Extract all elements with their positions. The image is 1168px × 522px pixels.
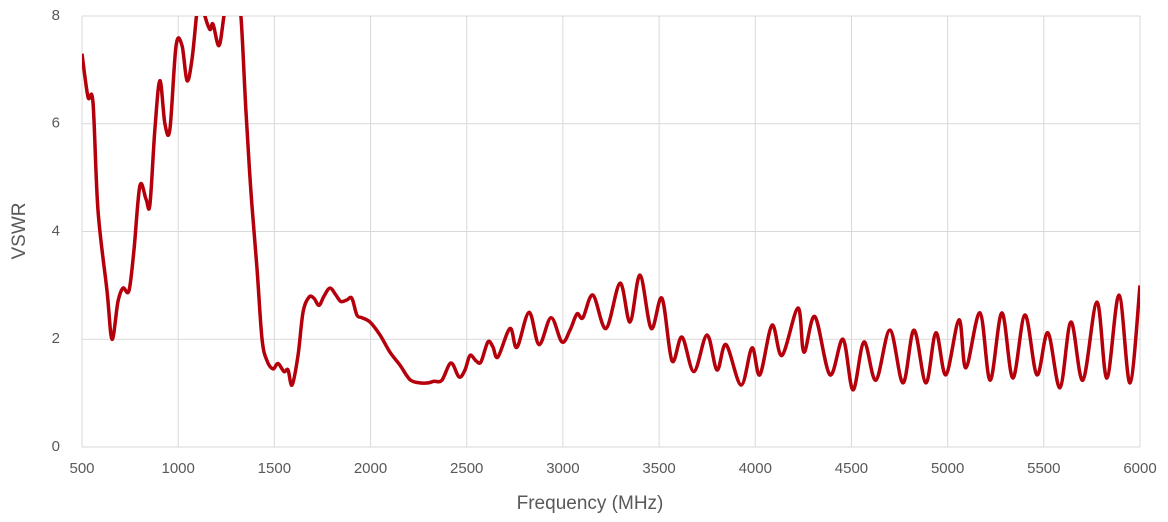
x-tick-label: 4500 bbox=[835, 460, 868, 477]
y-axis-label: VSWR bbox=[9, 203, 30, 260]
y-tick-label: 4 bbox=[52, 222, 60, 239]
x-tick-label: 2500 bbox=[450, 460, 483, 477]
y-tick-label: 2 bbox=[52, 330, 60, 347]
x-tick-label: 500 bbox=[69, 460, 94, 477]
x-tick-label: 2000 bbox=[354, 460, 387, 477]
x-tick-label: 6000 bbox=[1123, 460, 1156, 477]
x-tick-label: 1500 bbox=[258, 460, 291, 477]
x-tick-label: 1000 bbox=[161, 460, 194, 477]
y-tick-label: 0 bbox=[52, 438, 60, 455]
x-tick-label: 5500 bbox=[1027, 460, 1060, 477]
y-tick-label: 6 bbox=[52, 115, 60, 132]
x-axis-label: Frequency (MHz) bbox=[517, 493, 664, 514]
x-tick-label: 4000 bbox=[739, 460, 772, 477]
data-line bbox=[82, 16, 1140, 392]
x-tick-label: 5000 bbox=[931, 460, 964, 477]
y-tick-label: 8 bbox=[52, 7, 60, 24]
x-tick-label: 3000 bbox=[546, 460, 579, 477]
x-tick-label: 3500 bbox=[642, 460, 675, 477]
